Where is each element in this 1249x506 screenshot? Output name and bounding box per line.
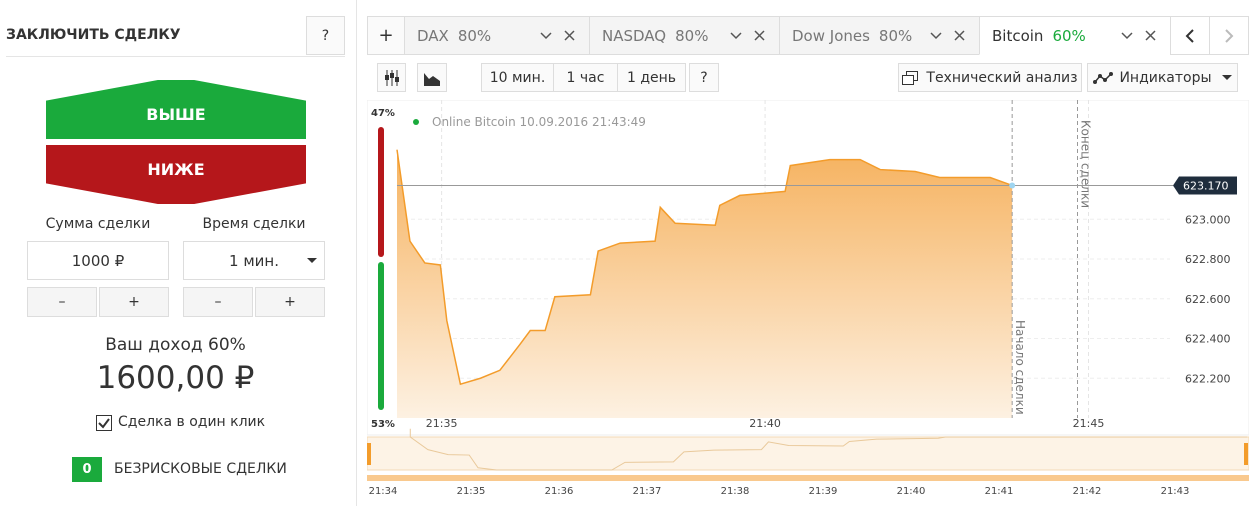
price-line — [396, 149, 1013, 386]
period-button[interactable]: 1 час — [553, 63, 618, 92]
time-minus[interactable]: – — [183, 287, 253, 317]
navigator-tick: 21:40 — [897, 486, 926, 497]
candles-icon[interactable] — [377, 63, 406, 92]
tab-payout: 80% — [675, 26, 709, 45]
navigator-tick: 21:41 — [985, 486, 1014, 497]
tab-name: NASDAQ — [602, 26, 667, 45]
annotation-label: Конец сделки — [1078, 120, 1092, 208]
tab-name: DAX — [417, 26, 449, 45]
time-select[interactable]: 1 мин. — [183, 241, 325, 280]
y-tick-label: 622.600 — [1185, 293, 1231, 306]
navigator-bg — [367, 436, 1249, 471]
y-tick-label: 622.800 — [1185, 253, 1231, 266]
amount-label: Сумма сделки — [45, 216, 151, 232]
x-tick-label: 21:45 — [1073, 417, 1105, 430]
separator — [356, 0, 357, 506]
navigator-handle — [367, 443, 371, 465]
navigator-tick: 21:37 — [633, 486, 662, 497]
checkbox[interactable] — [96, 415, 113, 432]
navigator-tick: 21:35 — [457, 486, 486, 497]
amount-input[interactable]: 1000 ₽ — [27, 241, 169, 280]
navigator-tick: 21:42 — [1073, 486, 1102, 497]
y-tick-label: 623.000 — [1185, 213, 1231, 226]
up-button[interactable]: ВЫШЕ — [46, 80, 306, 139]
tab-payout: 60% — [1052, 26, 1086, 45]
indicators-label: Индикаторы — [1119, 69, 1212, 86]
legend-dot — [413, 119, 419, 125]
tab-payout: 80% — [878, 26, 913, 45]
riskless-label[interactable]: БЕЗРИСКОВЫЕ СДЕЛКИ — [114, 461, 287, 477]
y-tick-label: 622.200 — [1185, 372, 1231, 385]
up-share: 47% — [371, 108, 395, 119]
current-label: 623.170 — [1183, 179, 1229, 192]
amount-plus[interactable]: + — [99, 287, 169, 317]
chart-help[interactable]: ? — [689, 63, 719, 92]
analysis-button[interactable]: Технический анализ — [898, 63, 1082, 92]
navigator-tick: 21:38 — [721, 486, 750, 497]
x-tick-label: 21:40 — [749, 417, 781, 430]
tab-controls[interactable] — [539, 30, 579, 42]
indicators-button[interactable]: Индикаторы — [1087, 63, 1238, 92]
navigator-scroll — [367, 475, 1249, 481]
riskless-count: 0 — [72, 457, 102, 482]
tab-name: Dow Jones — [792, 26, 870, 45]
add-tab[interactable]: + — [367, 16, 405, 55]
annotation-label: Начало сделки — [1013, 320, 1027, 415]
x-tick-label: 21:35 — [426, 417, 458, 430]
prev-tab[interactable] — [1170, 16, 1210, 55]
dropdown-arrow — [307, 258, 317, 263]
tab[interactable]: Dow Jones 80% — [779, 16, 980, 55]
period-button[interactable]: 10 мин. — [481, 63, 554, 92]
time-label: Время сделки — [202, 216, 306, 232]
y-tick-label: 622.400 — [1185, 333, 1231, 346]
tab[interactable]: Bitcoin 60% — [979, 16, 1171, 55]
chart: Online Bitcoin 10.09.2016 21:43:49 622.20… — [367, 100, 1249, 497]
income-label: Ваш доход 60% — [105, 335, 246, 355]
time-value: 1 мин. — [229, 251, 279, 270]
current-dot — [1009, 182, 1016, 189]
period-button[interactable]: 1 день — [617, 63, 686, 92]
chart-legend: Online Bitcoin 10.09.2016 21:43:49 — [432, 115, 646, 129]
navigator-tick: 21:34 — [369, 486, 398, 497]
divider — [6, 56, 345, 57]
analysis-label: Технический анализ — [926, 69, 1078, 86]
current-tag — [1173, 176, 1237, 195]
tab-controls[interactable] — [929, 30, 969, 42]
navigator-tick: 21:36 — [545, 486, 574, 497]
tab-payout: 80% — [457, 26, 492, 45]
one-click-label: Сделка в один клик — [118, 414, 266, 430]
tab-controls[interactable] — [1120, 30, 1160, 42]
navigator-line — [409, 428, 1248, 471]
down-share: 53% — [371, 419, 395, 430]
income-value: 1600,00 ₽ — [96, 360, 255, 396]
panel-title: ЗАКЛЮЧИТЬ СДЕЛКУ — [6, 27, 181, 43]
tab-controls[interactable] — [729, 30, 769, 42]
down-bar — [378, 262, 384, 410]
time-plus[interactable]: + — [255, 287, 325, 317]
area — [397, 149, 1013, 418]
tab-name: Bitcoin — [992, 26, 1044, 45]
navigator-handle — [1244, 443, 1248, 465]
navigator-tick: 21:39 — [809, 486, 838, 497]
navigator-tick: 21:43 — [1161, 486, 1190, 497]
amount-minus[interactable]: – — [27, 287, 97, 317]
area-icon[interactable] — [417, 63, 447, 92]
help-button[interactable]: ? — [306, 16, 345, 55]
next-tab[interactable] — [1209, 16, 1249, 55]
tab[interactable]: DAX 80% — [404, 16, 590, 55]
down-button[interactable]: НИЖЕ — [46, 145, 306, 204]
tab[interactable]: NASDAQ 80% — [589, 16, 780, 55]
up-bar — [378, 127, 384, 257]
